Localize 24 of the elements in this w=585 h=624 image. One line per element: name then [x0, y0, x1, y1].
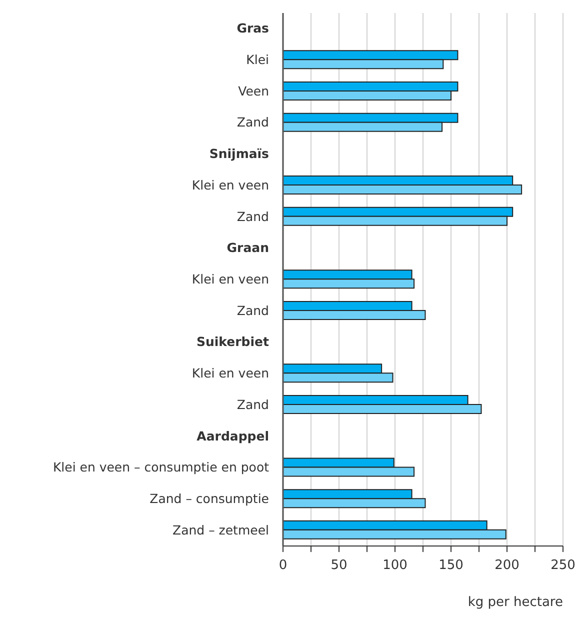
- x-tick-label: 50: [330, 558, 348, 574]
- y-tick-label: Gras: [236, 20, 269, 36]
- x-axis-title: kg per hectare: [468, 595, 563, 610]
- y-tick-label: Klei en veen – consumptie en poot: [52, 460, 270, 475]
- y-tick-label: Klei en veen: [192, 177, 269, 192]
- y-tick-label: Aardappel: [196, 428, 269, 444]
- y-tick-label: Zand: [236, 302, 269, 318]
- y-tick-label: Zand: [236, 114, 269, 130]
- y-tick-label: Suikerbiet: [196, 334, 270, 350]
- x-tick-label: 100: [382, 558, 408, 574]
- y-tick-label: Zand – zetmeel: [172, 522, 269, 538]
- y-tick-label: Zand – consumptie: [150, 490, 270, 506]
- y-tick-label: Graan: [226, 240, 269, 256]
- x-tick-label: 150: [438, 558, 464, 574]
- y-tick-label: Zand: [236, 396, 269, 412]
- y-tick-label: Zand: [236, 208, 269, 224]
- y-tick-label: Klei: [246, 52, 269, 68]
- y-tick-label: Klei en veen: [192, 366, 269, 381]
- y-tick-label: Snijmaïs: [209, 146, 269, 162]
- y-tick-label: Klei en veen: [192, 272, 269, 286]
- y-tick-label: Veen: [238, 83, 269, 98]
- x-tick-label: 0: [278, 558, 288, 574]
- x-tick-label: 250: [550, 558, 576, 574]
- x-tick-label: 200: [494, 558, 520, 574]
